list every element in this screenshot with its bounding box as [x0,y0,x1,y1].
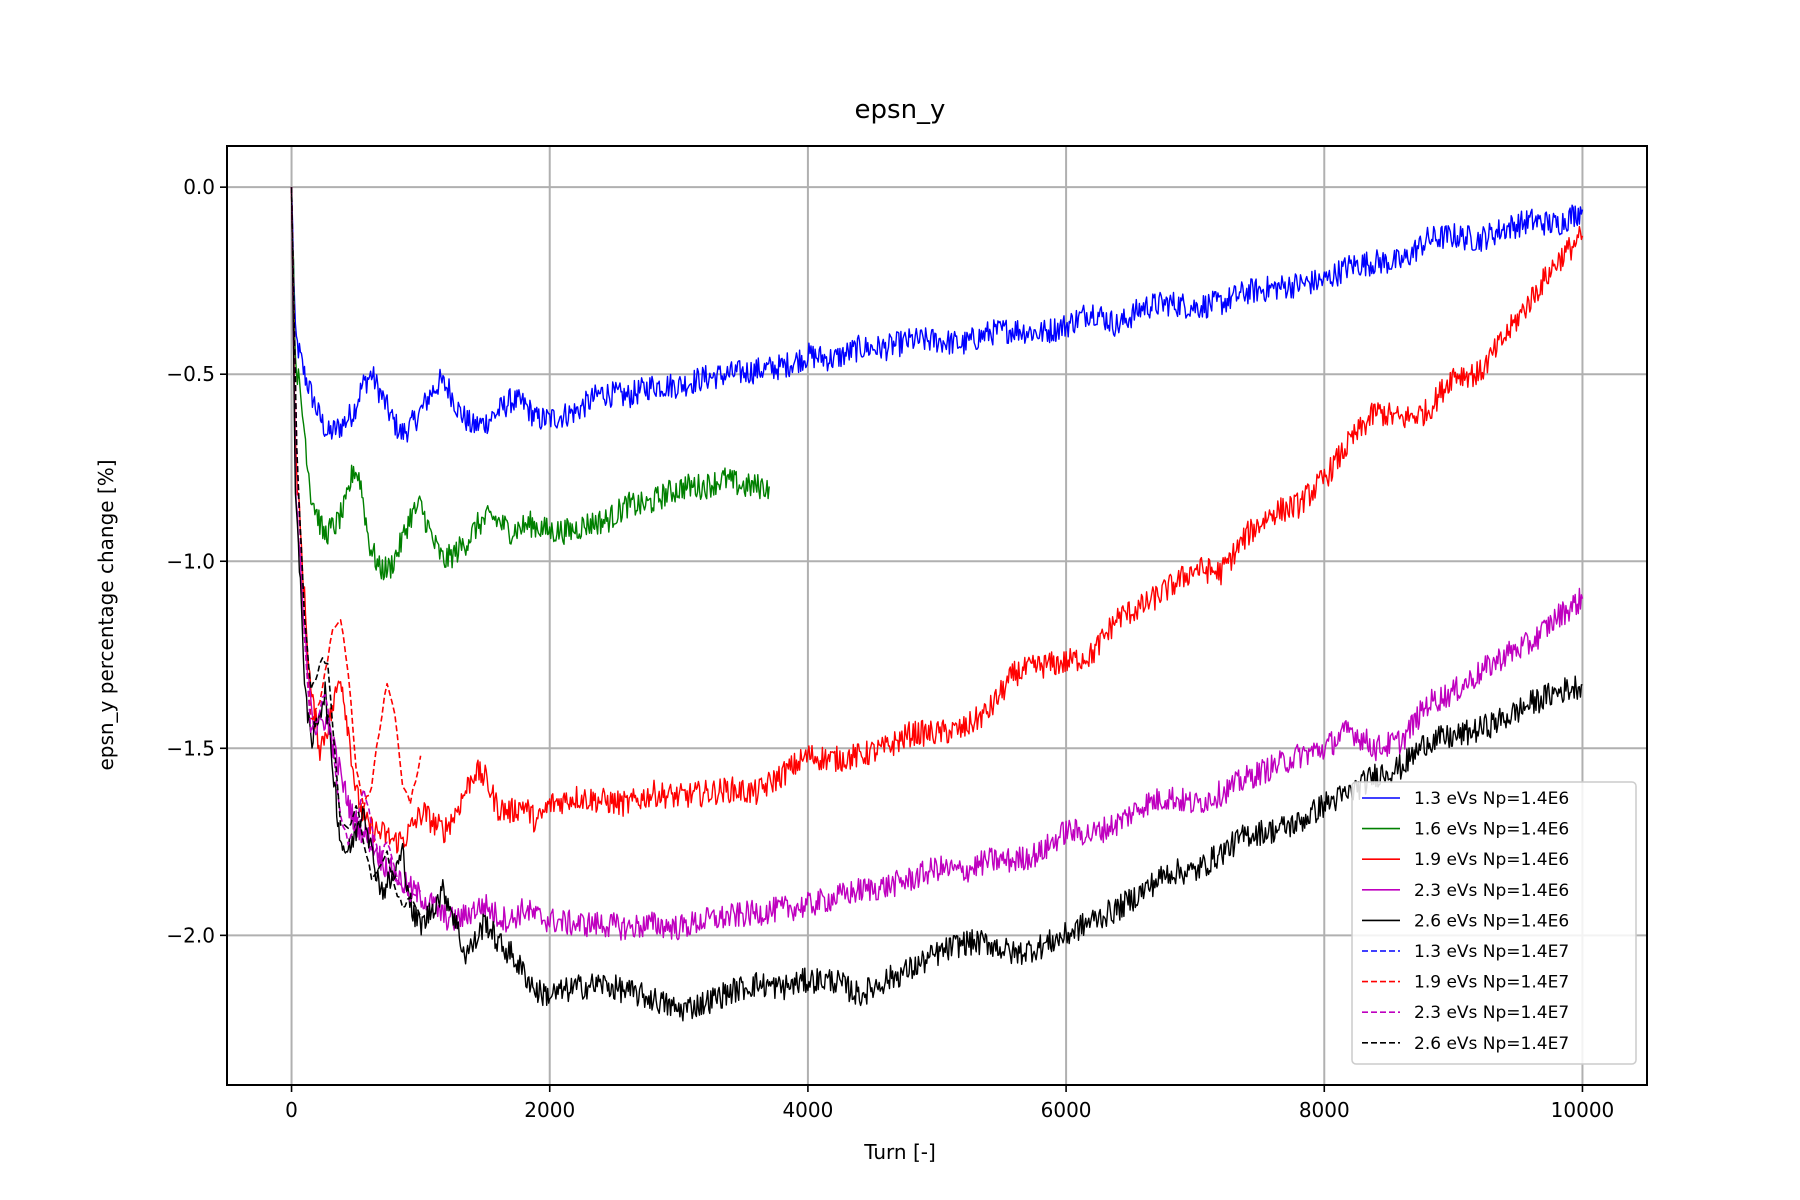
x-tick-label: 6000 [1041,1098,1092,1122]
series-line [290,187,1584,941]
legend: 1.3 eVs Np=1.4E6 1.6 eVs Np=1.4E6 1.9 eVs … [1351,781,1637,1065]
series-line [290,187,1584,854]
x-tick-label: 4000 [782,1098,833,1122]
legend-entry-label: 1.6 eVs Np=1.4E6 [1414,820,1569,840]
x-tick-label: 10000 [1551,1098,1615,1122]
series-line [290,187,422,809]
y-tick-label: 0.0 [183,175,215,199]
legend-box [1351,781,1637,1065]
x-tick-label: 0 [285,1098,298,1122]
legend-entry-label: 1.9 eVs Np=1.4E7 [1414,973,1569,993]
legend-entry-label: 1.3 eVs Np=1.4E7 [1414,942,1569,962]
legend-entry-label: 2.6 eVs Np=1.4E7 [1414,1034,1569,1054]
y-tick-label: −0.5 [166,362,215,386]
y-tick-label: −2.0 [166,923,215,947]
y-tick-label: −1.0 [166,549,215,573]
series-line [290,187,422,903]
x-tick-label: 8000 [1299,1098,1350,1122]
legend-entry-label: 2.6 eVs Np=1.4E6 [1414,911,1569,931]
legend-entry-label: 2.3 eVs Np=1.4E7 [1414,1003,1569,1023]
y-tick-label: −1.5 [166,736,215,760]
series-line [290,187,770,581]
legend-entry-label: 2.3 eVs Np=1.4E6 [1414,881,1569,901]
series-line [290,187,1584,443]
series-line [290,187,422,917]
plot-frame [226,145,1648,1086]
legend-entry-label: 1.9 eVs Np=1.4E6 [1414,850,1569,870]
x-tick-label: 2000 [524,1098,575,1122]
x-axis-label: Turn [-] [864,1140,936,1164]
legend-entry-label: 1.3 eVs Np=1.4E6 [1414,789,1569,809]
chart-title: epsn_y [854,95,946,125]
